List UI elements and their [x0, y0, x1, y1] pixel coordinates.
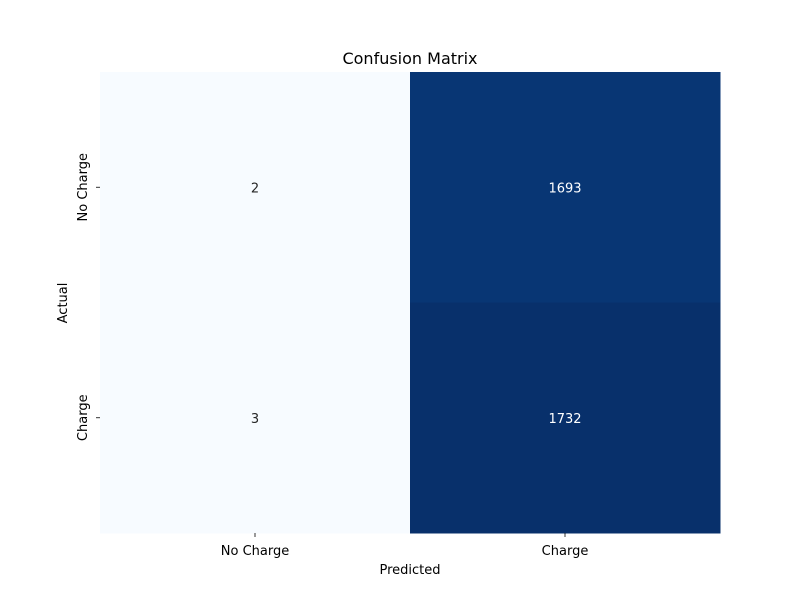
y-tick-label: No Charge — [76, 153, 91, 221]
chart-title: Confusion Matrix — [342, 49, 477, 68]
cell-value-label: 3 — [251, 412, 259, 427]
x-tick-label: No Charge — [221, 544, 289, 559]
x-axis-label: Predicted — [379, 563, 440, 578]
heatmap-cell — [100, 302, 411, 534]
heatmap-cells: 2 1693 3 1732 — [100, 72, 721, 534]
x-axis-ticks: No Charge Charge — [221, 533, 589, 559]
cell-value-label: 1693 — [548, 181, 581, 196]
y-tick-label: Charge — [76, 394, 91, 441]
heatmap-cell — [410, 72, 721, 303]
x-tick-label: Charge — [542, 544, 589, 559]
y-axis-ticks: No Charge Charge — [76, 153, 100, 441]
y-axis-label: Actual — [56, 283, 71, 324]
cell-value-label: 1732 — [548, 412, 581, 427]
heatmap-cell — [100, 72, 411, 303]
cell-value-label: 2 — [251, 181, 259, 196]
heatmap-cell — [410, 302, 721, 534]
